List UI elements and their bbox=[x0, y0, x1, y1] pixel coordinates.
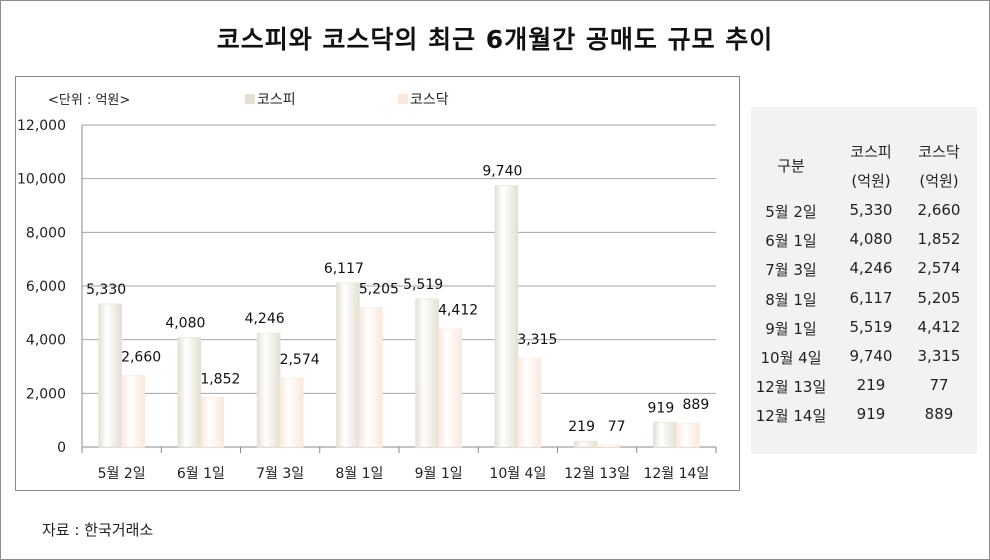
legend-kosdaq: 코스닥 bbox=[398, 89, 449, 109]
bar-kospi bbox=[494, 185, 519, 448]
bar-kosdaq bbox=[438, 328, 462, 448]
data-label: 5,205 bbox=[359, 281, 399, 297]
unit-label: <단위 : 억원> bbox=[48, 93, 131, 108]
table-cell: 4,246 bbox=[849, 259, 893, 278]
bar-kospi bbox=[653, 422, 677, 448]
data-table: 구분 코스피 (억원) 코스닥 (억원) 5월 2일 5,330 2,660 6월 1… bbox=[751, 107, 977, 454]
source-note: 자료 : 한국거래소 bbox=[42, 521, 154, 539]
table-cell: 889 bbox=[924, 405, 954, 424]
x-tick-label: 8월 1일 bbox=[335, 466, 383, 482]
x-tick-label: 7월 3일 bbox=[256, 466, 304, 482]
table-cell: 8월 1일 bbox=[765, 290, 817, 309]
y-tick-label: 2,000 bbox=[26, 386, 66, 402]
bar-kosdaq bbox=[121, 375, 145, 448]
data-label: 9,740 bbox=[482, 164, 522, 180]
data-label: 5,330 bbox=[86, 282, 126, 298]
table-cell: 4,080 bbox=[849, 230, 893, 249]
data-label: 219 bbox=[568, 419, 595, 435]
table-cell: 6월 1일 bbox=[765, 232, 817, 251]
y-tick-label: 10,000 bbox=[17, 172, 66, 188]
y-tick-label: 4,000 bbox=[26, 333, 66, 349]
table-cell: 3,315 bbox=[917, 347, 961, 365]
table-cell: 6,117 bbox=[849, 288, 893, 307]
table-cell: 5,205 bbox=[917, 288, 961, 307]
legend-label-kospi: 코스피 bbox=[257, 92, 296, 108]
table-cell: 5월 2일 bbox=[765, 203, 817, 221]
table-header-kosdaq-unit: (억원) bbox=[919, 172, 959, 190]
y-tick-label: 6,000 bbox=[26, 279, 66, 295]
table-cell: 7월 3일 bbox=[765, 261, 817, 280]
x-tick-label: 10월 4일 bbox=[489, 466, 546, 482]
x-tick-label: 5월 2일 bbox=[98, 466, 146, 482]
legend-swatch-kosdaq bbox=[398, 94, 408, 104]
table-cell: 919 bbox=[856, 405, 886, 424]
data-label: 4,246 bbox=[245, 311, 285, 327]
bar-kospi bbox=[415, 298, 439, 448]
x-tick-label: 12월 14일 bbox=[643, 466, 709, 482]
table-cell: 1,852 bbox=[917, 230, 961, 249]
bar-kospi bbox=[177, 337, 202, 448]
bar-kospi bbox=[256, 332, 281, 448]
legend-swatch-kospi bbox=[245, 94, 255, 104]
data-label: 2,574 bbox=[280, 352, 320, 368]
table-header-kosdaq: 코스닥 bbox=[918, 143, 960, 161]
table-cell: 4,412 bbox=[917, 317, 961, 336]
page-title: 코스피와 코스닥의 최근 6개월간 공매도 규모 추이 bbox=[216, 25, 774, 54]
legend-kospi: 코스피 bbox=[245, 89, 296, 109]
table-cell: 219 bbox=[856, 376, 886, 395]
table-cell: 5,330 bbox=[849, 201, 893, 219]
y-tick-label: 12,000 bbox=[17, 118, 66, 134]
y-tick-label: 0 bbox=[57, 440, 66, 456]
data-label: 4,412 bbox=[438, 303, 478, 319]
bar-kospi bbox=[98, 303, 122, 448]
data-label: 4,080 bbox=[165, 316, 205, 332]
table-header-category: 구분 bbox=[777, 157, 805, 175]
data-label: 2,660 bbox=[121, 350, 161, 366]
table-header-kospi: 코스피 bbox=[850, 143, 892, 161]
bar-kosdaq bbox=[359, 307, 383, 448]
data-label: 3,315 bbox=[517, 332, 557, 348]
x-tick-label: 12월 13일 bbox=[564, 466, 630, 482]
chart-plot-area bbox=[15, 76, 740, 491]
x-tick-label: 6월 1일 bbox=[177, 466, 225, 482]
table-cell: 77 bbox=[929, 376, 949, 395]
bar-kosdaq bbox=[279, 377, 304, 448]
data-label: 77 bbox=[608, 419, 626, 435]
table-cell: 5,519 bbox=[849, 317, 893, 336]
x-tick-label: 9월 1일 bbox=[415, 466, 463, 482]
table-cell: 10월 4일 bbox=[760, 349, 822, 367]
data-label: 6,117 bbox=[324, 261, 364, 277]
data-label: 889 bbox=[683, 397, 710, 413]
bar-kosdaq bbox=[596, 444, 621, 448]
bar-kospi bbox=[573, 440, 598, 448]
bar-kosdaq bbox=[676, 422, 700, 448]
data-label: 1,852 bbox=[200, 371, 240, 387]
legend-label-kosdaq: 코스닥 bbox=[410, 92, 449, 108]
table-header-kospi-unit: (억원) bbox=[851, 172, 891, 190]
data-label: 919 bbox=[648, 400, 675, 416]
bar-kosdaq bbox=[517, 357, 542, 448]
table-cell: 9,740 bbox=[849, 347, 893, 365]
data-label: 5,519 bbox=[403, 277, 443, 293]
table-cell: 12월 14일 bbox=[755, 407, 827, 426]
table-cell: 9월 1일 bbox=[765, 319, 817, 338]
bar-kosdaq bbox=[200, 397, 225, 448]
y-tick-label: 8,000 bbox=[26, 225, 66, 241]
table-cell: 2,660 bbox=[917, 201, 961, 219]
bar-kospi bbox=[336, 282, 360, 448]
table-cell: 2,574 bbox=[917, 259, 961, 278]
table-cell: 12월 13일 bbox=[755, 378, 827, 397]
